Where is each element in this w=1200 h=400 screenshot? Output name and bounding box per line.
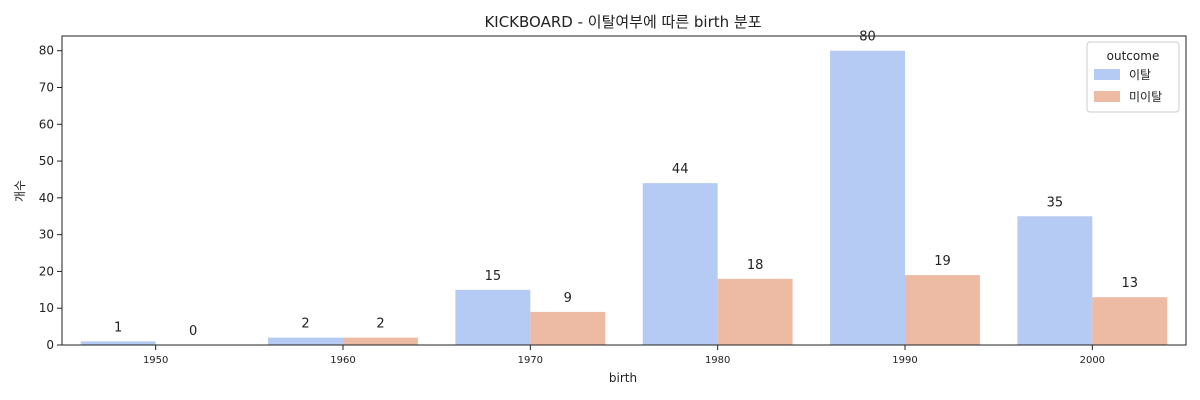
- y-tick-label: 30: [39, 228, 54, 242]
- legend-title: outcome: [1107, 49, 1160, 63]
- data-label: 44: [672, 162, 689, 177]
- y-tick-label: 80: [39, 44, 54, 58]
- data-label: 80: [859, 30, 876, 45]
- legend-swatch: [1094, 91, 1120, 102]
- data-label: 2: [376, 317, 384, 332]
- bar: [717, 278, 793, 345]
- y-tick-label: 60: [39, 117, 54, 131]
- bar: [80, 341, 156, 345]
- data-label: 1: [114, 320, 122, 335]
- data-label: 2: [301, 317, 309, 332]
- bar: [455, 289, 531, 345]
- bar: [343, 337, 418, 345]
- data-label: 0: [189, 324, 197, 339]
- bar: [1017, 216, 1093, 345]
- bar: [1092, 297, 1168, 345]
- x-tick-label: 1970: [518, 355, 543, 366]
- y-tick-label: 0: [46, 338, 54, 352]
- y-tick-label: 70: [39, 81, 54, 95]
- plot-frame: [61, 35, 1187, 346]
- x-axis-label: birth: [609, 371, 637, 385]
- legend-label: 이탈: [1129, 68, 1151, 82]
- y-tick-label: 50: [39, 154, 54, 168]
- y-tick-label: 20: [39, 264, 54, 278]
- x-tick-label: 1960: [330, 355, 355, 366]
- legend-swatch: [1094, 69, 1120, 80]
- bar: [642, 183, 718, 345]
- chart-title: KICKBOARD - 이탈여부에 따른 birth 분포: [484, 13, 761, 31]
- bar: [905, 275, 980, 345]
- x-tick-label: 1980: [705, 355, 730, 366]
- y-tick-label: 40: [39, 191, 54, 205]
- bar: [830, 50, 905, 345]
- y-tick-label: 10: [39, 301, 54, 315]
- data-label: 35: [1047, 195, 1064, 210]
- legend-label: 미이탈: [1129, 90, 1162, 104]
- data-label: 13: [1122, 276, 1139, 291]
- bar: [530, 311, 606, 345]
- data-label: 9: [564, 291, 572, 306]
- x-tick-label: 2000: [1080, 355, 1105, 366]
- x-tick-label: 1950: [143, 355, 168, 366]
- data-label: 19: [934, 254, 951, 269]
- bar: [268, 337, 343, 345]
- x-tick-label: 1990: [892, 355, 917, 366]
- data-label: 18: [747, 258, 764, 273]
- y-axis-label: 개수: [13, 180, 27, 202]
- data-label: 15: [485, 269, 502, 284]
